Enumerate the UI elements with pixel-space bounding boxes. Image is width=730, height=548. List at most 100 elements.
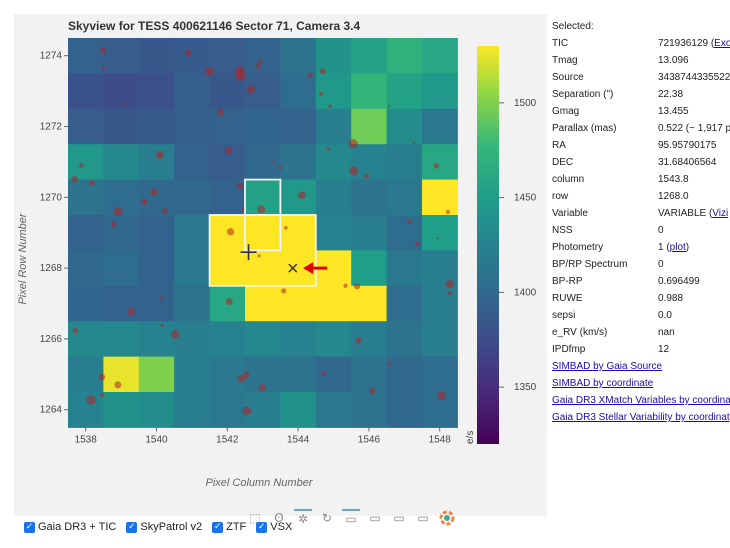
checkmark-icon[interactable]: ✓ <box>212 521 224 533</box>
pixel-cell[interactable] <box>351 179 388 216</box>
gaia-source-dot[interactable] <box>246 85 255 94</box>
pixel-cell[interactable] <box>103 108 140 145</box>
pixel-cell[interactable] <box>103 321 140 358</box>
pixel-cell[interactable] <box>174 250 211 287</box>
pixel-cell[interactable] <box>386 356 423 393</box>
pixel-cell[interactable] <box>174 356 211 393</box>
pixel-cell[interactable] <box>386 321 423 358</box>
pixel-cell[interactable] <box>138 321 175 358</box>
gaia-source-dot[interactable] <box>88 179 95 186</box>
external-link[interactable]: SIMBAD by Gaia Source <box>552 361 663 372</box>
pixel-cell[interactable] <box>138 144 175 181</box>
pixel-cell[interactable] <box>315 285 352 322</box>
pixel-cell[interactable] <box>280 356 317 393</box>
pixel-cell[interactable] <box>209 250 246 287</box>
gaia-source-dot[interactable] <box>387 361 391 366</box>
gaia-source-dot[interactable] <box>127 308 135 316</box>
crosshair-icon[interactable]: ✲ <box>294 509 312 527</box>
pixel-cell[interactable] <box>315 144 352 181</box>
gaia-source-dot[interactable] <box>328 104 333 109</box>
pixel-cell[interactable] <box>422 179 458 216</box>
gaia-source-dot[interactable] <box>225 298 233 306</box>
pixel-cell[interactable] <box>315 179 352 216</box>
pixel-cell[interactable] <box>280 73 317 110</box>
pixel-cell[interactable] <box>103 38 140 74</box>
gaia-source-dot[interactable] <box>242 371 250 378</box>
pixel-cell[interactable] <box>68 215 104 251</box>
pixel-cell[interactable] <box>386 108 423 145</box>
gaia-source-dot[interactable] <box>283 226 288 230</box>
pixel-cell[interactable] <box>351 356 388 393</box>
pixel-cell[interactable] <box>351 250 388 287</box>
gaia-source-dot[interactable] <box>98 373 106 381</box>
gaia-source-dot[interactable] <box>162 208 169 215</box>
pixel-cell[interactable] <box>386 73 423 110</box>
pixel-cell[interactable] <box>138 179 175 216</box>
pixel-cell[interactable] <box>422 38 458 74</box>
pixel-cell[interactable] <box>280 144 317 181</box>
pixel-cell[interactable] <box>245 321 281 358</box>
gaia-source-dot[interactable] <box>436 236 440 240</box>
gaia-source-dot[interactable] <box>353 283 361 290</box>
pixel-cell[interactable] <box>351 285 388 322</box>
gaia-source-dot[interactable] <box>184 49 192 57</box>
pixel-cell[interactable] <box>315 108 352 145</box>
external-link[interactable]: Gaia DR3 XMatch Variables by coordina <box>552 395 730 406</box>
pixel-cell[interactable] <box>68 38 104 74</box>
pixel-cell[interactable] <box>103 285 140 322</box>
info-link[interactable]: Exo <box>714 38 730 49</box>
external-link[interactable]: SIMBAD by coordinate <box>552 378 654 389</box>
pixel-cell[interactable] <box>209 321 246 358</box>
gaia-source-dot[interactable] <box>86 395 96 405</box>
gaia-source-dot[interactable] <box>407 219 412 224</box>
pixel-cell[interactable] <box>174 392 211 428</box>
pixel-cell[interactable] <box>174 321 211 358</box>
reset-icon[interactable]: ↻ <box>321 511 333 525</box>
pixel-cell[interactable] <box>174 73 211 110</box>
gaia-source-dot[interactable] <box>204 67 214 76</box>
pixel-cell[interactable] <box>174 38 211 74</box>
pixel-cell[interactable] <box>103 144 140 181</box>
pixel-cell[interactable] <box>103 392 140 428</box>
pixel-cell[interactable] <box>422 215 458 251</box>
pixel-cell[interactable] <box>386 285 423 322</box>
hover-icon-4[interactable]: ▭ <box>417 511 429 525</box>
pixel-cell[interactable] <box>209 392 246 428</box>
external-link[interactable]: Gaia DR3 Stellar Variability by coordina… <box>552 412 730 423</box>
pixel-cell[interactable] <box>351 215 388 251</box>
pixel-cell[interactable] <box>174 215 211 251</box>
gaia-source-dot[interactable] <box>122 103 126 106</box>
pixel-cell[interactable] <box>174 285 211 322</box>
pixel-cell[interactable] <box>103 73 140 110</box>
gaia-source-dot[interactable] <box>237 374 246 383</box>
gaia-source-dot[interactable] <box>319 91 323 96</box>
gaia-source-dot[interactable] <box>258 384 266 392</box>
pixel-cell[interactable] <box>280 108 317 145</box>
gaia-source-dot[interactable] <box>159 296 164 301</box>
gaia-source-dot[interactable] <box>160 323 164 328</box>
pixel-cell[interactable] <box>386 38 423 74</box>
checkmark-icon[interactable]: ✓ <box>126 521 138 533</box>
catalog-checkbox[interactable]: ✓ SkyPatrol v2 <box>126 521 202 533</box>
pixel-cell[interactable] <box>280 392 317 428</box>
gaia-source-dot[interactable] <box>72 327 79 334</box>
gaia-source-dot[interactable] <box>224 146 233 155</box>
catalog-checkbox[interactable]: ✓ VSX <box>256 521 292 533</box>
pixel-cell[interactable] <box>245 215 281 251</box>
pixel-cell[interactable] <box>138 38 175 74</box>
gaia-source-dot[interactable] <box>78 162 84 168</box>
gaia-source-dot[interactable] <box>141 198 148 206</box>
pixel-cell[interactable] <box>386 392 423 428</box>
pixel-cell[interactable] <box>103 215 140 251</box>
gaia-source-dot[interactable] <box>414 240 421 247</box>
pixel-cell[interactable] <box>68 73 104 110</box>
gaia-source-dot[interactable] <box>216 108 224 116</box>
pixel-cell[interactable] <box>280 321 317 358</box>
gaia-source-dot[interactable] <box>433 163 440 169</box>
checkmark-icon[interactable]: ✓ <box>256 521 268 533</box>
pixel-cell[interactable] <box>386 250 423 287</box>
pixel-cell[interactable] <box>422 144 458 181</box>
gaia-source-dot[interactable] <box>170 330 180 339</box>
gaia-source-dot[interactable] <box>445 280 454 289</box>
pixel-cell[interactable] <box>280 215 317 251</box>
